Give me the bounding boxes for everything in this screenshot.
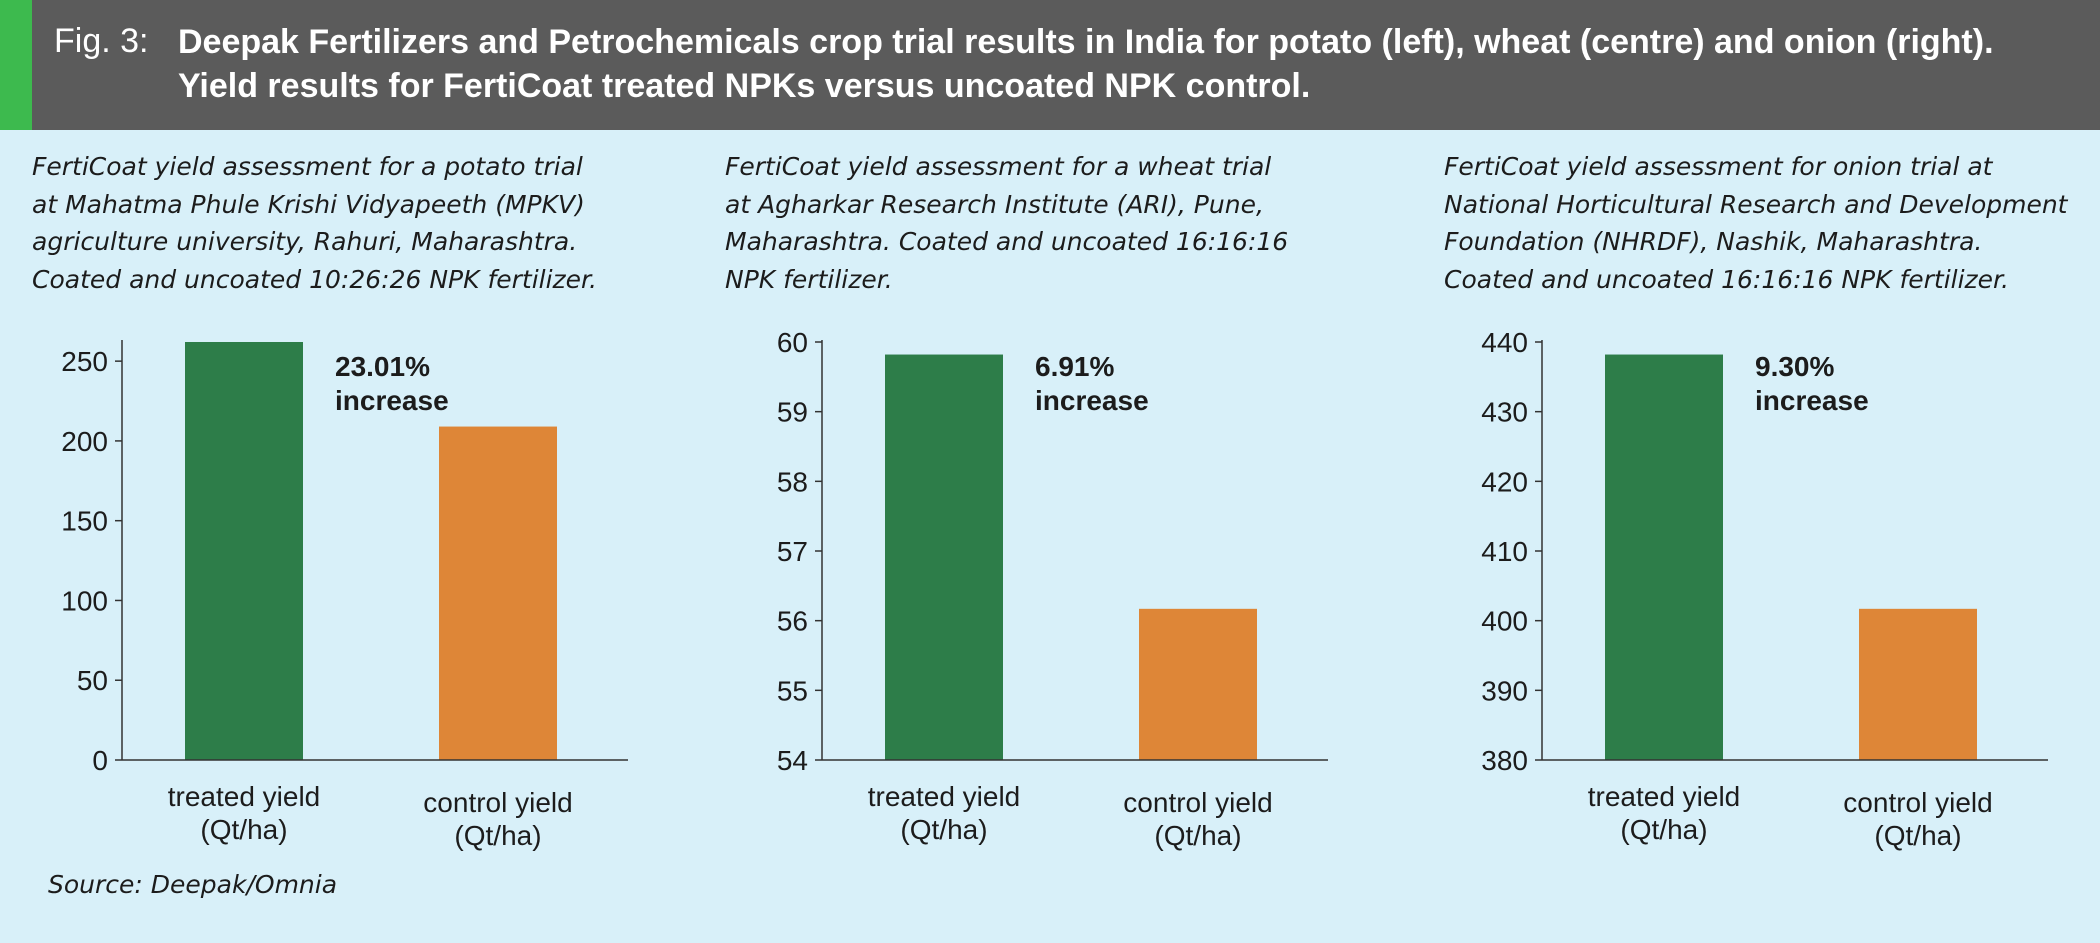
y-tick-label: 58 (777, 466, 808, 497)
y-tick-label: 250 (61, 346, 108, 377)
control-yield-bar (1859, 608, 1977, 760)
potato-chart: 0 50 100 150 200 250 treated yield (Qt/ha) contr… (30, 320, 670, 860)
increase-annotation: 6.91% (1035, 351, 1114, 382)
caption-line: NPK fertilizer. (725, 264, 893, 294)
y-tick-label: 100 (61, 585, 108, 616)
y-tick-label: 56 (777, 606, 808, 637)
source-note: Source: Deepak/Omnia (48, 870, 338, 899)
wheat-chart: 54 55 56 57 58 59 60 treated yield (Qt/ha) contro… (730, 320, 1370, 860)
increase-annotation: 9.30% (1755, 351, 1834, 382)
control-yield-bar (439, 426, 557, 760)
caption-line: FertiCoat yield assessment for a wheat t… (725, 152, 1272, 181)
treated-yield-bar (1605, 354, 1723, 760)
y-tick-label: 440 (1481, 327, 1528, 358)
y-tick-label: 390 (1481, 675, 1528, 706)
y-tick-label: 54 (777, 745, 808, 776)
y-tick-label: 410 (1481, 536, 1528, 567)
caption-line: FertiCoat yield assessment for a potato … (32, 152, 583, 181)
figure-title: Deepak Fertilizers and Petrochemicals cr… (178, 20, 2058, 108)
y-tick-label: 150 (61, 506, 108, 537)
treated-yield-bar (185, 342, 303, 760)
y-tick-label: 400 (1481, 606, 1528, 637)
caption-line: Coated and uncoated 10:26:26 NPK fertili… (32, 264, 597, 294)
y-tick-label: 59 (777, 397, 808, 428)
increase-annotation: increase (1035, 385, 1149, 416)
onion-caption: FertiCoat yield assessment for onion tri… (1444, 148, 2068, 298)
control-yield-bar (1139, 608, 1257, 760)
caption-line: at Mahatma Phule Krishi Vidyapeeth (MPKV… (32, 189, 585, 219)
caption-line: National Horticultural Research and Deve… (1444, 189, 2068, 219)
treated-yield-bar (885, 354, 1003, 760)
y-tick-label: 60 (777, 327, 808, 358)
y-tick-label: 50 (77, 665, 108, 696)
x-category-label: (Qt/ha) (900, 814, 987, 845)
x-category-label: (Qt/ha) (1874, 820, 1961, 851)
x-category-label: (Qt/ha) (1620, 814, 1707, 845)
caption-line: Coated and uncoated 16:16:16 NPK fertili… (1444, 264, 2009, 294)
caption-line: at Agharkar Research Institute (ARI), Pu… (725, 189, 1264, 219)
caption-line: Foundation (NHRDF), Nashik, Maharashtra. (1444, 227, 1983, 256)
x-category-label: (Qt/ha) (200, 814, 287, 845)
y-tick-label: 380 (1481, 745, 1528, 776)
increase-annotation: 23.01% (335, 351, 430, 382)
figure-header (0, 0, 2100, 130)
caption-line: agriculture university, Rahuri, Maharash… (32, 227, 578, 256)
caption-line: Maharashtra. Coated and uncoated 16:16:1… (725, 227, 1289, 256)
y-tick-label: 430 (1481, 397, 1528, 428)
x-category-label: control yield (1843, 787, 1992, 818)
x-category-label: (Qt/ha) (454, 820, 541, 851)
y-tick-label: 420 (1481, 466, 1528, 497)
x-category-label: (Qt/ha) (1154, 820, 1241, 851)
x-category-label: treated yield (1588, 781, 1741, 812)
y-tick-label: 0 (92, 745, 108, 776)
onion-chart: 380 390 400 410 420 430 440 treated yield (Qt/ha… (1450, 320, 2090, 860)
x-category-label: treated yield (868, 781, 1021, 812)
y-tick-label: 55 (777, 675, 808, 706)
figure-title-line-1: Deepak Fertilizers and Petrochemicals cr… (178, 23, 1994, 61)
caption-line: FertiCoat yield assessment for onion tri… (1444, 152, 1993, 181)
x-category-label: control yield (423, 787, 572, 818)
figure-title-line-2: Yield results for FertiCoat treated NPKs… (178, 67, 1311, 105)
wheat-caption: FertiCoat yield assessment for a wheat t… (725, 148, 1288, 298)
y-tick-label: 200 (61, 426, 108, 457)
y-tick-label: 57 (777, 536, 808, 567)
increase-annotation: increase (1755, 385, 1869, 416)
x-category-label: treated yield (168, 781, 321, 812)
increase-annotation: increase (335, 385, 449, 416)
x-category-label: control yield (1123, 787, 1272, 818)
header-accent-bar (0, 0, 32, 130)
figure-label: Fig. 3: (54, 22, 149, 60)
potato-caption: FertiCoat yield assessment for a potato … (32, 148, 597, 298)
